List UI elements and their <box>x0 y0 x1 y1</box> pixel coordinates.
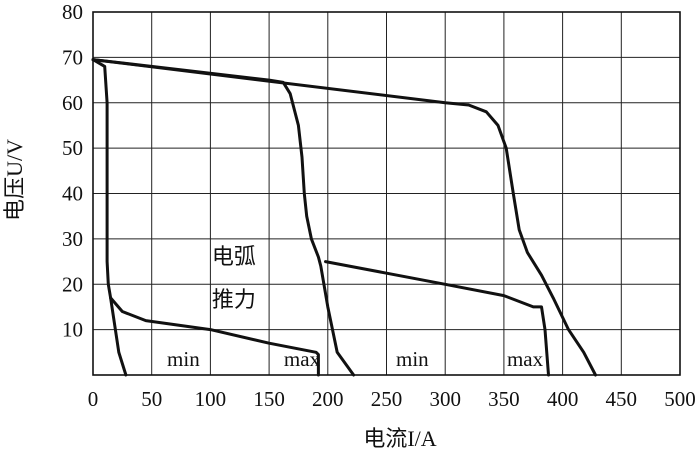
x-tick-label: 150 <box>253 387 285 411</box>
y-tick-label: 10 <box>62 318 83 342</box>
x-tick-label: 300 <box>429 387 461 411</box>
x-tick-label: 400 <box>547 387 579 411</box>
y-tick-label: 80 <box>62 0 83 24</box>
y-tick-label: 60 <box>62 91 83 115</box>
x-tick-label: 0 <box>88 387 99 411</box>
curve-small-range-arc-force <box>109 296 320 377</box>
annotation-arc-force-line1: 电弧 <box>212 245 256 270</box>
y-tick-label: 50 <box>62 136 83 160</box>
grid <box>93 12 680 375</box>
x-tick-label: 350 <box>488 387 520 411</box>
curve-large-range-arc-force <box>324 260 550 377</box>
x-tick-label: 450 <box>606 387 638 411</box>
annotation-min-left: min <box>167 347 200 371</box>
annotation-max-right: max <box>507 347 544 371</box>
y-axis-label: 电压U/V <box>2 139 27 221</box>
curves <box>91 58 597 377</box>
x-tick-label: 250 <box>371 387 403 411</box>
x-axis-label: 电流I/A <box>363 426 436 451</box>
x-tick-label: 200 <box>312 387 344 411</box>
annotation-max-left: max <box>284 347 321 371</box>
y-tick-label: 20 <box>62 272 83 296</box>
curve-small-range-min <box>91 58 128 377</box>
y-tick-label: 70 <box>62 45 83 69</box>
curve-large-range-max <box>91 58 597 377</box>
curve-small-range-max <box>91 58 356 377</box>
plot-frame <box>92 11 681 376</box>
x-tick-label: 50 <box>141 387 162 411</box>
x-tick-label: 500 <box>664 387 696 411</box>
y-tick-label: 40 <box>62 182 83 206</box>
annotation-arc-force-line2: 推力 <box>212 288 256 313</box>
y-tick-label: 30 <box>62 227 83 251</box>
tick-labels: 0 50 100 150 200 250 300 350 400 450 500 10 20 30 40 50… <box>62 0 696 411</box>
annotation-min-right: min <box>396 347 429 371</box>
x-tick-label: 100 <box>195 387 227 411</box>
